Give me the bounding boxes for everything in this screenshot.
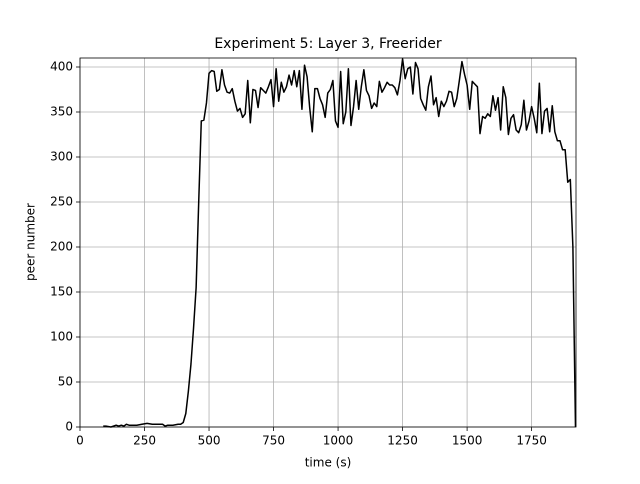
y-tick-label: 200 xyxy=(50,240,73,254)
y-tick-label: 0 xyxy=(65,420,73,434)
x-axis-label: time (s) xyxy=(305,456,352,470)
y-tick-label: 300 xyxy=(50,150,73,164)
y-tick-label: 250 xyxy=(50,195,73,209)
y-tick-label: 350 xyxy=(50,105,73,119)
y-tick-label: 150 xyxy=(50,285,73,299)
x-tick-label: 1250 xyxy=(387,434,418,448)
y-tick-label: 100 xyxy=(50,330,73,344)
x-tick-label: 500 xyxy=(198,434,221,448)
x-tick-label: 1500 xyxy=(452,434,483,448)
x-tick-label: 750 xyxy=(262,434,285,448)
data-line xyxy=(103,58,577,428)
chart-title: Experiment 5: Layer 3, Freerider xyxy=(214,36,442,52)
x-tick-label: 0 xyxy=(76,434,84,448)
x-tick-label: 250 xyxy=(133,434,156,448)
y-tick-label: 50 xyxy=(58,375,73,389)
x-tick-label: 1750 xyxy=(516,434,547,448)
x-tick-label: 1000 xyxy=(323,434,354,448)
plot-frame xyxy=(79,57,577,428)
y-tick-label: 400 xyxy=(50,60,73,74)
y-axis-label: peer number xyxy=(24,203,38,281)
